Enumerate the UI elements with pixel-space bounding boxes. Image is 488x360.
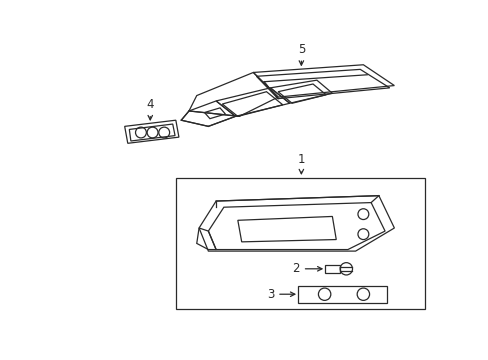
Text: 1: 1 (297, 153, 305, 174)
Text: 3: 3 (266, 288, 294, 301)
Text: 2: 2 (292, 262, 321, 275)
Text: 4: 4 (146, 98, 154, 120)
Text: 5: 5 (297, 42, 305, 65)
Bar (176, 178, 425, 309)
